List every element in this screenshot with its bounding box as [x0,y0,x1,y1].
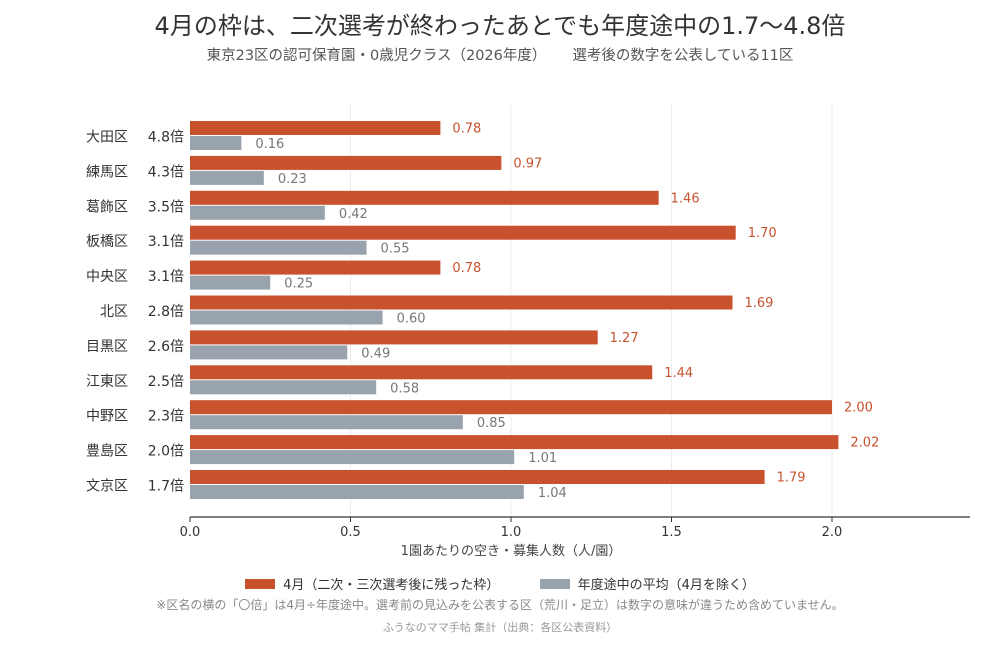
bar-april [190,400,832,415]
data-label-average: 0.16 [255,137,284,152]
data-label-average: 0.60 [397,312,426,327]
source-credit: ふうなのママ手帖 集計（出典：各区公表資料） [382,621,618,634]
legend-swatch-april [245,578,276,589]
bar-average [190,450,515,465]
subtitle-right: 選考後の数字を公表している11区 [572,48,794,64]
subtitle-left: 東京23区の認可保育園・0歳児クラス（2026年度） [206,48,547,64]
bar-april [190,470,765,484]
ratio-label: 3.1倍 [148,234,184,250]
legend-item-april: 4月（二次・三次選考後に残った枠） [245,574,499,593]
data-label-average: 0.42 [339,207,368,222]
data-label-average: 0.23 [278,172,307,187]
ratio-label: 3.1倍 [148,269,184,285]
bar-average [190,136,242,150]
ratio-label: 2.3倍 [148,409,184,425]
data-label-average: 0.25 [284,277,313,292]
data-label-april: 2.02 [850,436,879,451]
data-label-april: 1.70 [748,226,777,241]
ratio-label: 2.0倍 [148,444,184,460]
data-label-average: 0.85 [477,416,506,431]
category-label: 豊島区 [86,444,128,460]
ratio-label: 3.5倍 [148,199,184,215]
bar-average [190,310,383,325]
legend-label-average: 年度途中の平均（4月を除く） [577,578,755,593]
category-label: 練馬区 [86,164,128,180]
category-label: 板橋区 [86,234,128,250]
bar-april [190,330,598,345]
ratio-label: 2.8倍 [148,304,184,320]
x-tick-label: 2.0 [822,525,843,540]
chart-title: 4月の枠は、二次選考が終わったあとでも年度途中の1.7〜4.8倍 [154,12,846,40]
ratio-label: 1.7倍 [148,479,184,495]
bar-april [190,365,653,380]
data-label-april: 1.69 [744,296,773,311]
category-label: 葛飾区 [86,199,128,215]
chart-subtitle: 東京23区の認可保育園・0歳児クラス（2026年度） 選考後の数字を公表している1… [0,44,1000,65]
ratio-label: 2.5倍 [148,374,184,390]
data-label-april: 0.78 [452,122,481,137]
bar-april [190,435,839,450]
bar-april [190,260,441,275]
bar-average [190,205,325,220]
bar-average [190,275,271,290]
category-label: 文京区 [86,479,128,495]
category-label: 中野区 [86,409,128,425]
legend-label-april: 4月（二次・三次選考後に残った枠） [283,578,500,593]
legend: 4月（二次・三次選考後に残った枠） 年度途中の平均（4月を除く） [0,574,1000,593]
bar-average [190,380,377,395]
bar-average [190,485,524,499]
data-label-april: 0.97 [513,156,542,171]
x-tick-label: 1.5 [661,525,682,540]
data-label-april: 2.00 [844,401,873,416]
data-label-average: 0.58 [390,381,419,396]
category-label: 中央区 [86,269,128,285]
bar-april [190,295,733,310]
bar-average [190,345,348,360]
legend-item-average: 年度途中の平均（4月を除く） [539,574,755,593]
bar-april [190,225,736,240]
bar-april [190,121,441,135]
data-label-april: 1.46 [671,191,700,206]
legend-swatch-average [539,578,570,589]
x-tick-label: 0.0 [180,525,201,540]
data-label-april: 1.79 [777,471,806,486]
category-label: 大田区 [86,130,128,146]
data-label-april: 0.78 [452,261,481,276]
category-label: 北区 [100,304,128,320]
x-axis-label: 1園あたりの空き・募集人数（人/園） [401,543,622,559]
data-label-average: 0.49 [361,346,390,361]
ratio-label: 2.6倍 [148,339,184,355]
bar-average [190,170,264,185]
ratio-label: 4.3倍 [148,164,184,180]
data-label-average: 1.04 [538,486,567,501]
footnote: ※区名の横の「〇倍」は4月÷年度途中。選考前の見込みを公表する区（荒川・足立）は… [156,598,844,612]
data-label-april: 1.27 [610,331,639,346]
ratio-label: 4.8倍 [148,130,184,146]
data-label-april: 1.44 [664,366,693,381]
bar-april [190,190,659,205]
bar-average [190,415,463,430]
data-label-average: 1.01 [528,451,557,466]
category-label: 江東区 [86,374,128,390]
bar-average [190,240,367,255]
x-tick-label: 0.5 [340,525,361,540]
bar-april [190,155,502,170]
category-label: 目黒区 [86,339,128,355]
data-label-average: 0.55 [381,242,410,257]
x-tick-label: 1.0 [501,525,522,540]
